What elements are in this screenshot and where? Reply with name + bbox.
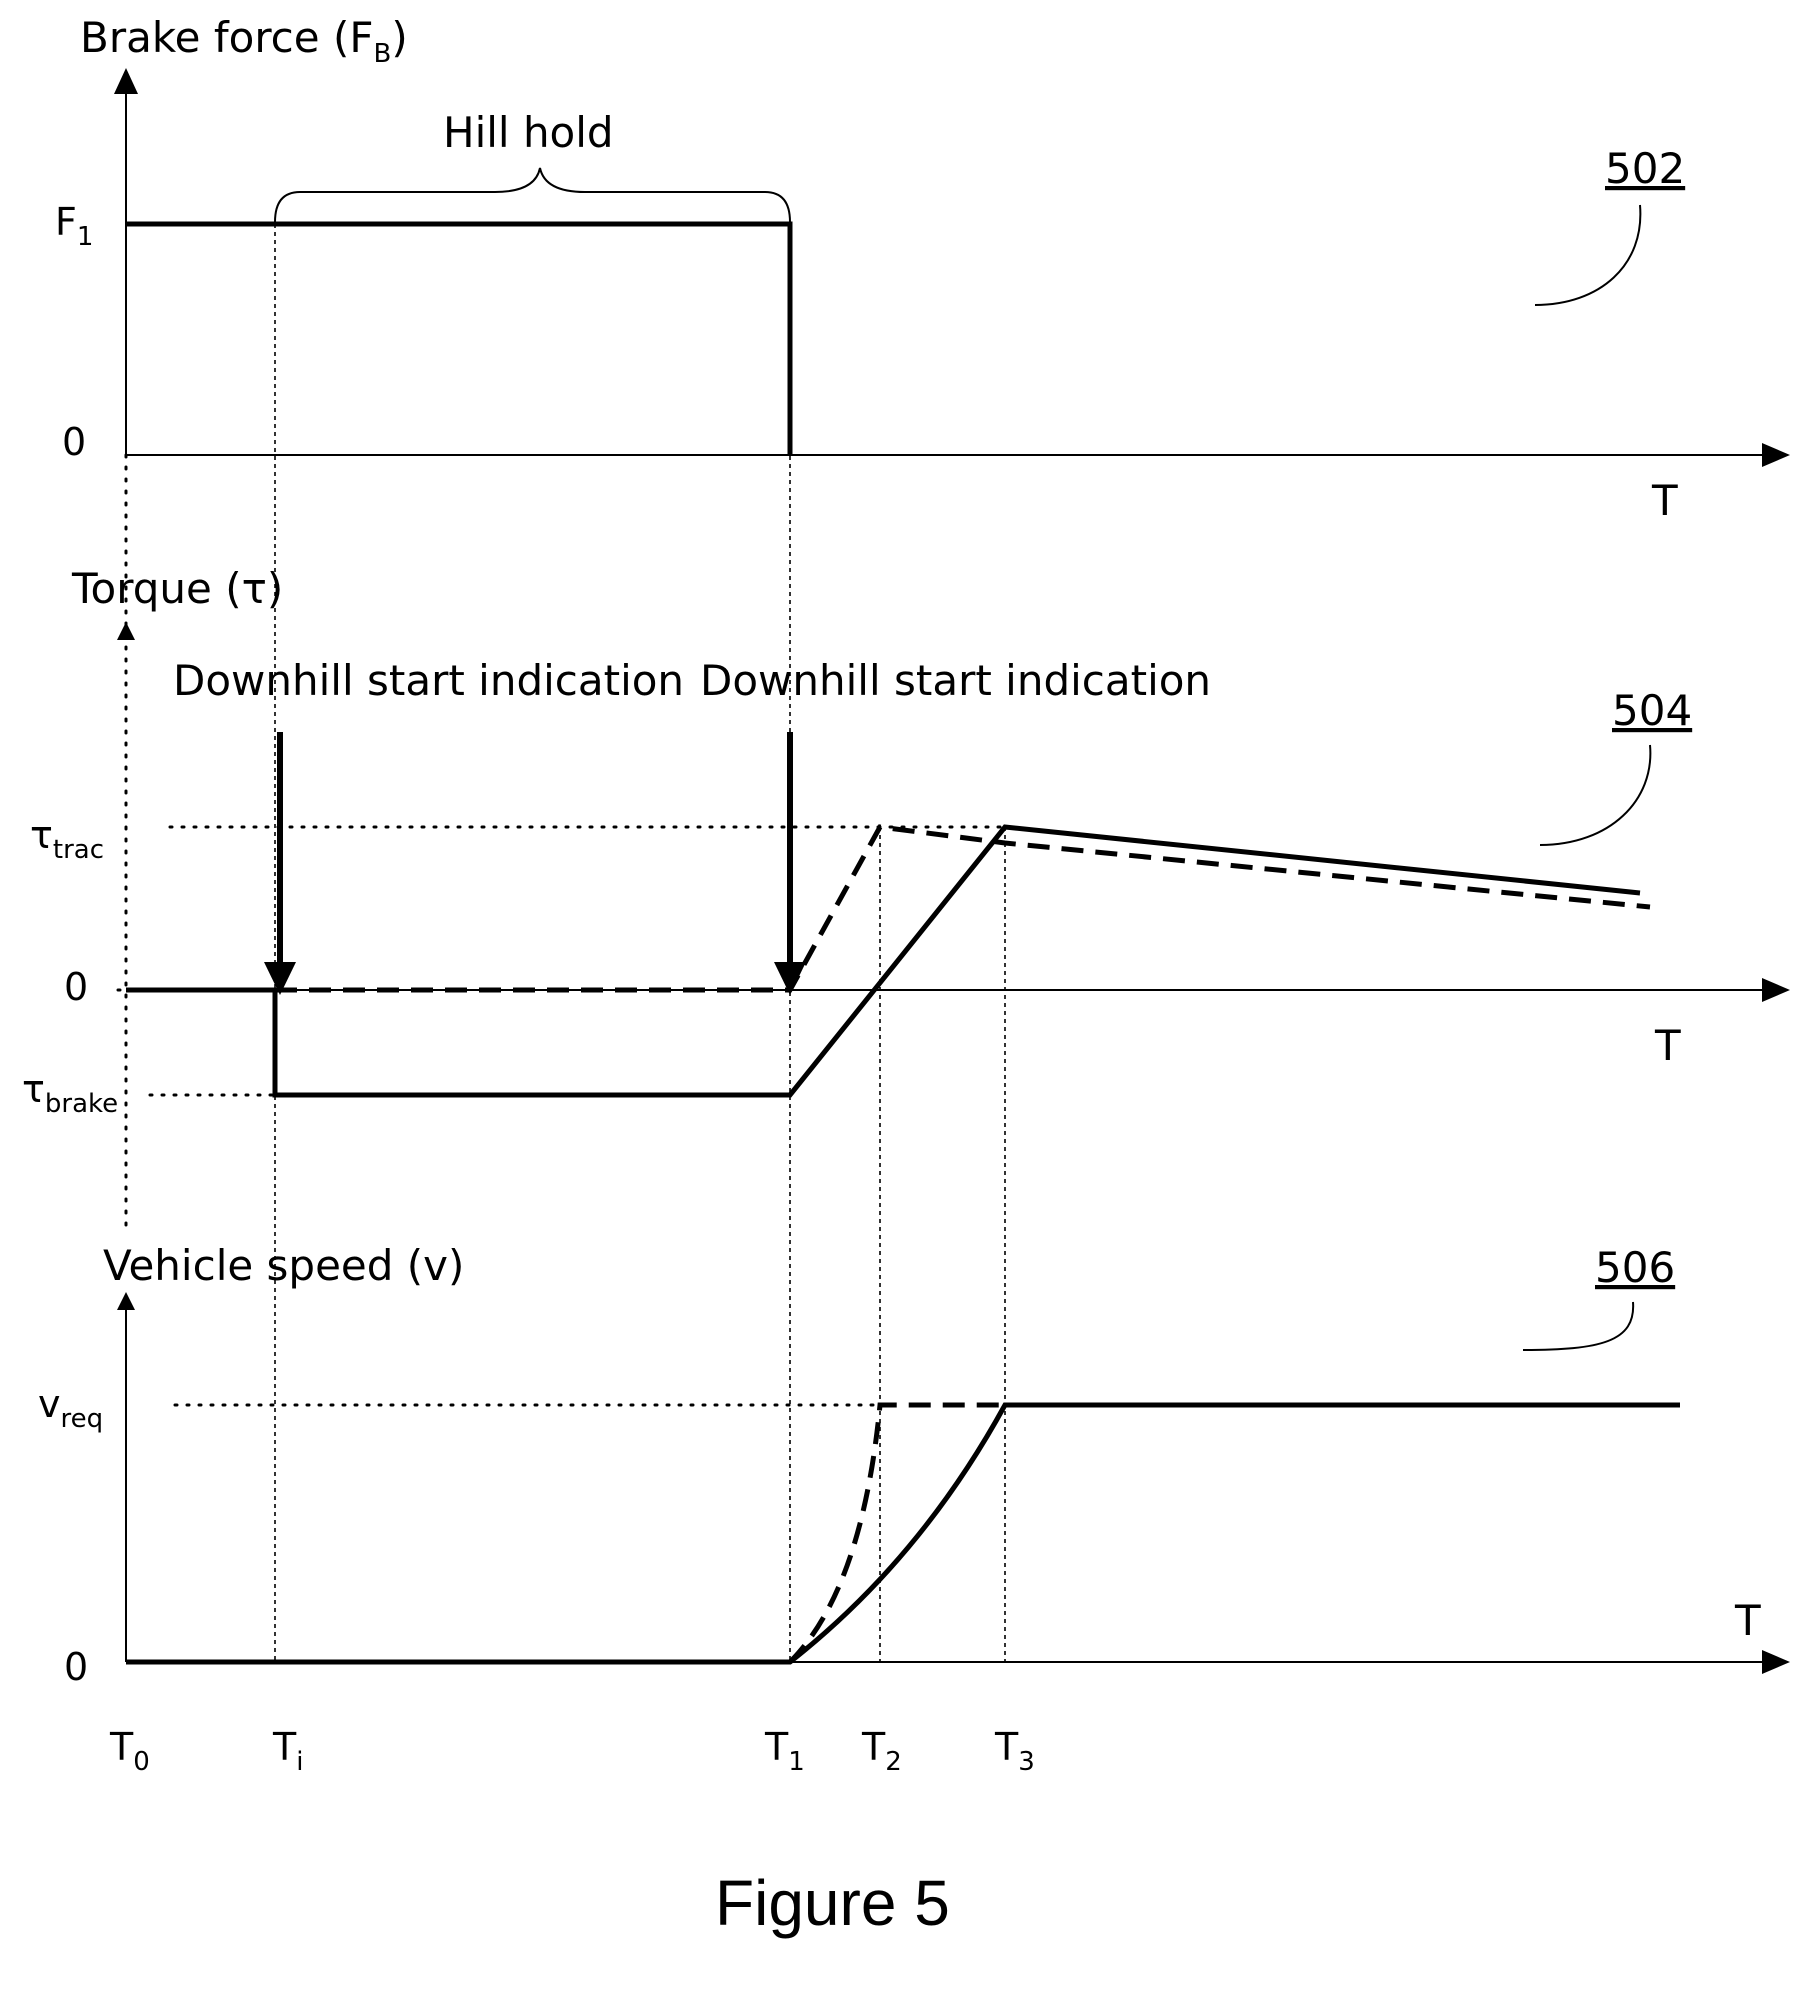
- speed-x-axis-arrow: [1762, 1650, 1790, 1674]
- speed-tick-zero: 0: [64, 1645, 88, 1689]
- ref-504-leader: [1539, 744, 1652, 846]
- time-markers: [124, 224, 1006, 1662]
- downhill-annotation-left: Downhill start indication: [173, 656, 684, 705]
- torque-y-title: Torque (τ): [71, 564, 283, 613]
- speed-y-axis-arrow: [117, 1292, 135, 1310]
- panel-504-torque: Torque (τ) τtrac 0 τbrake T Downhill sta…: [22, 564, 1790, 1227]
- brake-x-label: T: [1651, 476, 1678, 525]
- torque-tick-trac: τtrac: [30, 813, 104, 865]
- brake-y-title: Brake force (FB): [80, 13, 408, 69]
- speed-trace-solid: [126, 1402, 1680, 1665]
- torque-y-axis-arrow: [117, 622, 135, 640]
- brake-x-axis-arrow: [1762, 443, 1790, 467]
- time-tick-t3: T3: [994, 1725, 1035, 1777]
- torque-trace-solid: [126, 824, 1641, 1098]
- torque-tick-brake: τbrake: [22, 1067, 118, 1119]
- time-tick-t1: T1: [764, 1725, 805, 1777]
- brake-tick-f1: F1: [55, 200, 93, 252]
- hill-hold-brace: [274, 167, 791, 223]
- brake-tick-zero: 0: [62, 420, 86, 464]
- speed-tick-vreq: vreq: [38, 1382, 103, 1434]
- time-tick-t2: T2: [861, 1725, 902, 1777]
- ref-506-leader: [1522, 1301, 1635, 1351]
- time-tick-ti: Ti: [272, 1725, 303, 1777]
- torque-x-axis-arrow: [1762, 978, 1790, 1002]
- downhill-arrow-left-head: [264, 962, 296, 995]
- speed-trace-dashed: [788, 1402, 1005, 1664]
- time-tick-t0: T0: [109, 1725, 150, 1777]
- ref-504: 504: [1612, 686, 1692, 735]
- time-tick-labels: T0 Ti T1 T2 T3: [109, 1725, 1035, 1777]
- speed-x-label: T: [1734, 1596, 1761, 1645]
- panel-506-vehicle-speed: Vehicle speed (v) vreq 0 T 506: [38, 1241, 1790, 1689]
- brake-force-trace: [126, 221, 793, 455]
- speed-y-title: Vehicle speed (v): [103, 1241, 464, 1290]
- ref-502: 502: [1605, 144, 1685, 193]
- ref-506: 506: [1595, 1243, 1675, 1292]
- downhill-annotation-right: Downhill start indication: [700, 656, 1211, 705]
- figure-caption: Figure 5: [715, 1867, 950, 1939]
- ref-502-leader: [1534, 204, 1642, 306]
- brake-y-axis-arrow: [114, 68, 138, 94]
- torque-x-label: T: [1654, 1021, 1681, 1070]
- hill-hold-label: Hill hold: [443, 108, 614, 157]
- torque-trace-dashed: [275, 824, 1651, 993]
- torque-tick-zero: 0: [64, 965, 88, 1009]
- panel-502-brake-force: Brake force (FB) F1 0 T Hill hold 502: [55, 13, 1790, 525]
